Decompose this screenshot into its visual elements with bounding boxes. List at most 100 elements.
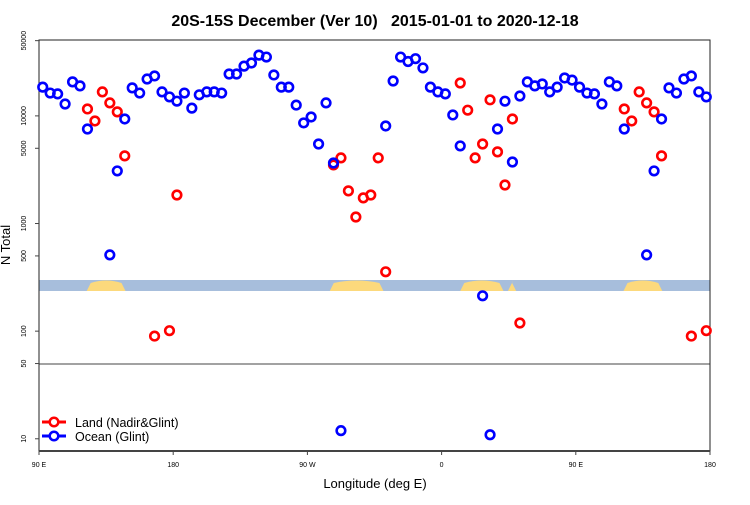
land-point [491,146,504,158]
ocean-point [424,81,437,93]
ocean-point [573,81,586,93]
ocean-point [268,69,280,81]
land-strip-segment [460,280,504,291]
ocean-point [700,91,712,103]
land-point [372,152,384,164]
data-points [37,49,712,441]
plot-frame [38,39,711,452]
ocean-point [641,249,653,261]
land-point [648,106,660,118]
land-point [96,86,108,98]
ocean-point [156,86,168,98]
ocean-point [454,140,466,152]
ocean-point [491,123,504,135]
land-point [454,77,466,89]
land-point [148,330,161,342]
land-point [633,86,645,98]
land-point [499,179,511,191]
land-strip-segment [507,280,517,291]
ocean-point [230,68,243,80]
ocean-point [648,165,660,177]
ocean-point [380,120,392,132]
ocean-point [484,429,496,441]
land-point [365,189,377,201]
legend: Land (Nadir&Glint) Ocean (Glint) [42,416,179,444]
y-tick-label: 50000 [21,31,28,51]
ocean-point [312,138,325,150]
land-point [81,103,94,115]
ocean-point [514,90,526,102]
ocean-point [417,62,429,74]
ocean-point [611,80,623,92]
land-point [380,266,392,278]
series-ocean [37,49,712,441]
x-tick-label: 0 [440,462,444,469]
ocean-point [506,156,519,168]
ocean-point [59,98,71,110]
land-strip-segment [623,280,663,291]
land-point [89,115,101,127]
ocean-point [171,95,183,107]
legend-marker-ocean [48,430,60,442]
ocean-point [663,82,675,94]
ocean-point [290,99,302,111]
ocean-point [387,75,399,87]
land-point [335,152,347,164]
ocean-point [409,53,422,65]
ocean-point [298,117,310,129]
ocean-point [111,165,123,177]
land-point [641,97,653,109]
ocean-point [119,113,131,125]
land-point [171,189,183,201]
ocean-point [447,109,459,121]
land-point [462,104,474,116]
ocean-point [134,87,146,99]
land-point [514,317,526,329]
ocean-point [618,123,630,135]
land-point [104,97,116,109]
ocean-point [566,74,578,86]
ocean-point [126,82,138,94]
legend-label-ocean: Ocean (Glint) [75,430,149,444]
legend-item-ocean: Ocean (Glint) [42,430,149,444]
x-axis: 90 E 180 90 W 0 90 E 180 [32,451,716,469]
ocean-point [439,88,451,100]
land-ocean-strip [39,280,710,291]
ocean-point [551,81,563,93]
ocean-point [327,157,340,169]
ocean-point [178,87,190,99]
ocean-point [245,57,258,69]
x-tick-label: 90 W [299,462,316,469]
ocean-point [536,78,548,90]
ocean-point [260,51,272,63]
ocean-point [499,95,511,107]
y-tick-label: 10 [21,435,28,443]
land-point [655,150,668,162]
land-point [626,115,638,127]
land-point [484,94,496,106]
legend-item-land: Land (Nadir&Glint) [42,416,179,430]
land-point [506,113,519,125]
ocean-point [596,98,608,110]
ocean-point [335,425,347,437]
ocean-point [81,123,94,135]
ocean-point [670,87,683,99]
ocean-point [685,70,697,82]
land-point [342,185,355,197]
y-tick-label: 1000 [21,216,28,232]
ocean-point [37,81,49,93]
land-point [685,330,697,342]
ocean-point [74,80,86,92]
land-point [350,211,362,223]
y-axis: 50000 10000 5000 1000 500 100 50 10 [21,31,39,443]
land-strip-segment [86,280,126,291]
x-tick-label: 90 E [569,462,584,469]
ocean-point [477,290,489,302]
ocean-point [148,70,161,82]
series-land [81,77,712,342]
legend-marker-land [48,416,60,428]
x-tick-label: 180 [167,462,179,469]
ocean-point [216,87,228,99]
x-axis-label: Longitude (deg E) [323,476,426,491]
